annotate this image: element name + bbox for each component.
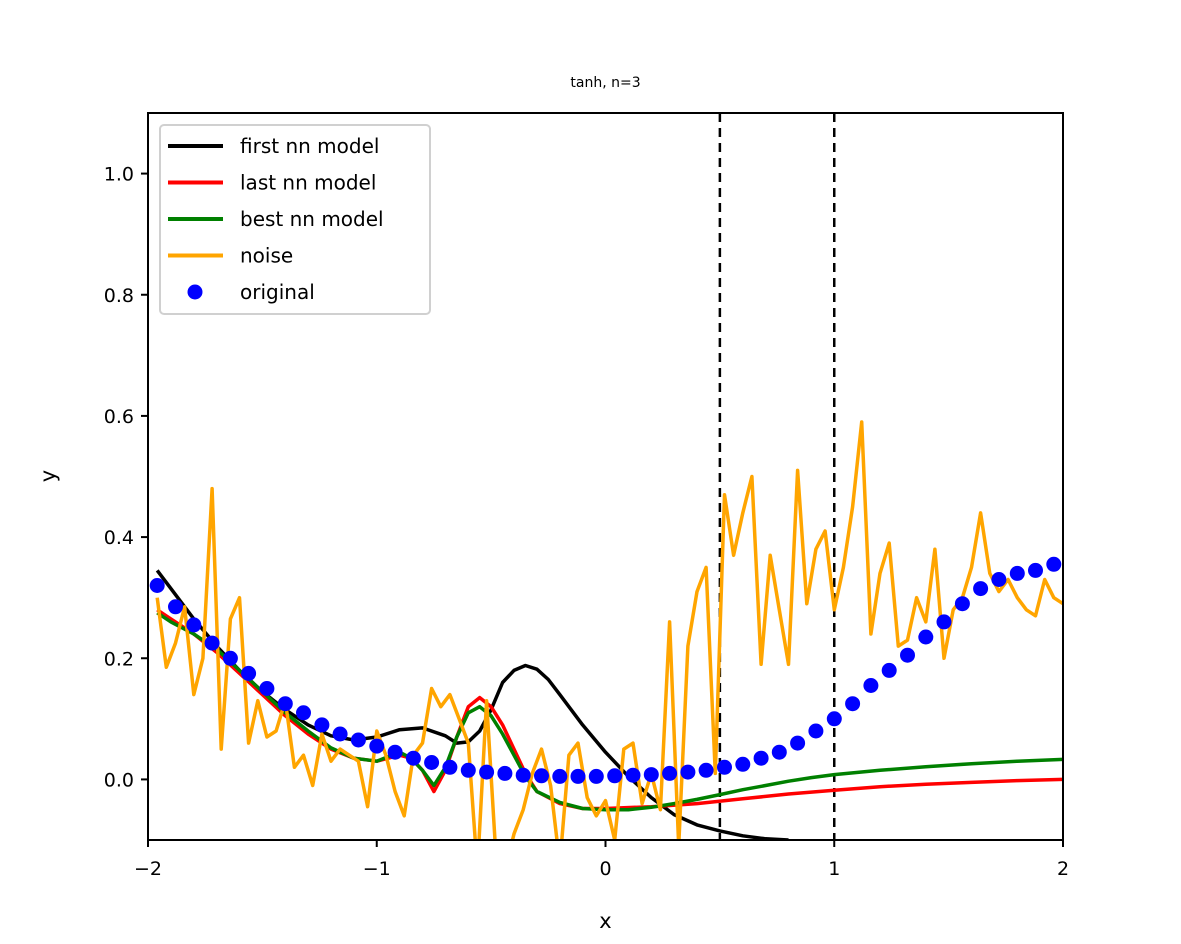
original-data-point [954,596,970,612]
original-data-point [149,578,165,593]
original-data-point [808,723,824,739]
series-line-best-nn-model [156,611,1063,812]
original-data-point [222,650,238,666]
original-data-point [314,717,330,733]
original-data-point [570,768,586,784]
y-axis-ticks: 0.0 0.2 0.4 0.6 0.8 1.0 [104,164,148,791]
original-data-point [460,762,476,778]
original-data-point [1046,556,1062,572]
original-data-point [204,635,220,651]
x-axis-label: x [599,909,611,933]
original-data-point [845,696,861,712]
original-data-point [662,765,678,781]
original-data-point [387,744,403,760]
original-data-point [680,764,696,780]
original-data-point [753,750,769,766]
original-data-point [259,681,275,696]
original-data-point [1009,565,1025,581]
original-data-point [936,614,952,630]
y-tick-label: 0.0 [104,769,134,791]
legend-swatch [187,284,203,300]
original-data-point [479,764,495,780]
x-tick-label: −1 [363,858,391,880]
plot-area [149,113,1063,840]
original-data-point [350,732,366,748]
legend-box [159,124,431,315]
original-data-point [973,581,989,597]
original-data-point [826,711,842,727]
chart-title: tanh, n=3 [570,75,640,91]
original-data-point [369,738,385,754]
x-tick-label: 1 [828,858,840,880]
series-line-noise [155,420,1063,840]
legend-label: original [240,280,315,304]
original-data-point [405,750,421,766]
original-data-point [168,599,183,615]
original-data-point [771,744,787,760]
y-tick-label: 1.0 [104,164,134,186]
original-data-point [497,765,513,781]
x-tick-label: 2 [1057,858,1069,880]
x-tick-label: −2 [134,858,162,880]
original-data-point [424,755,440,770]
original-data-point [332,726,348,742]
original-data-point [625,767,641,783]
original-data-point [863,678,879,693]
original-data-point [1028,562,1043,578]
legend-label: last nn model [240,171,376,195]
original-data-point [881,662,897,678]
original-data-point [277,696,293,712]
original-data-point [588,768,604,784]
legend-label: first nn model [240,134,379,158]
original-data-point [735,756,751,772]
original-data-point [515,767,531,783]
y-tick-label: 0.8 [104,285,134,307]
original-data-point [698,762,714,778]
original-data-point [296,705,311,721]
original-data-point [790,735,806,751]
original-data-point [241,665,257,681]
y-tick-label: 0.4 [104,527,134,549]
legend: first nn model last nn model best nn model… [159,124,431,315]
original-data-point [918,629,934,645]
original-data-point [991,572,1007,587]
original-data-point [900,647,915,663]
x-tick-label: 0 [599,858,611,880]
original-data-point [186,617,202,633]
y-axis-label: y [36,470,60,482]
x-axis-ticks: −2 −1 0 1 2 [134,840,1069,880]
series-line-last-nn-model [156,608,1063,811]
original-data-point [717,759,732,775]
original-data-point [534,768,549,784]
y-tick-label: 0.6 [104,406,134,428]
legend-label: noise [240,244,293,268]
y-tick-label: 0.2 [104,648,134,670]
original-data-point [442,759,458,775]
legend-label: best nn model [240,207,384,231]
original-data-point [607,768,623,784]
original-data-point [552,768,568,784]
original-data-point [643,767,659,783]
